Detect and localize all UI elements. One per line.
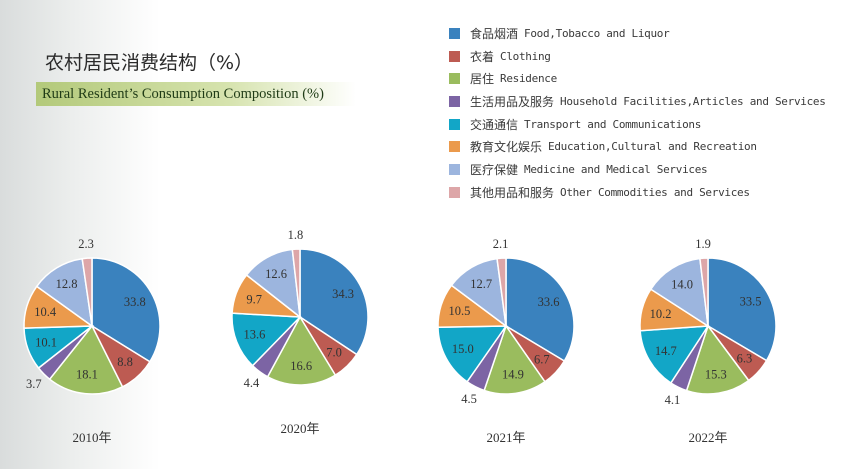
pie-slice-label: 3.7 — [26, 377, 42, 391]
pie-slice-label: 10.2 — [650, 307, 672, 321]
legend-item: 生活用品及服务 Household Facilities,Articles and… — [449, 90, 826, 113]
page-subtitle-bar: Rural Resident’s Consumption Composition… — [36, 82, 356, 106]
pie-slice-label: 2.3 — [78, 237, 94, 251]
pie-slice-label: 33.5 — [740, 295, 762, 309]
legend-swatch — [449, 50, 460, 62]
page-subtitle: Rural Resident’s Consumption Composition… — [42, 86, 324, 102]
pie-slice-label: 14.0 — [671, 278, 693, 292]
pie-slice-label: 33.8 — [124, 295, 146, 309]
pie-chart-3: 33.5 6.3 15.3 4.1 14.7 10.2 14.0 1.9 2022年 — [639, 237, 777, 445]
pie-slice — [649, 257, 709, 328]
pie-slice-label: 6.7 — [534, 352, 550, 366]
pie-year-label: 2020年 — [280, 421, 319, 436]
legend-label-cn: 交通通信 — [470, 117, 519, 132]
legend-label-en: Medicine and Medical Services — [524, 162, 708, 176]
legend-label-en: Clothing — [500, 49, 551, 63]
pie-slice — [685, 324, 750, 395]
pie-slice-label: 15.0 — [452, 342, 474, 356]
legend-label-en: Education,Cultural and Recreation — [548, 140, 757, 154]
pie-chart-1: 34.3 7.0 16.6 4.4 13.6 9.712.6 1.8 2020年 — [231, 228, 369, 436]
pie-slice-label: 12.7 — [470, 277, 492, 291]
pie-slice — [496, 257, 507, 327]
legend-item: 衣着 Clothing — [449, 45, 826, 68]
legend-swatch — [449, 141, 460, 153]
legend-item: 其他用品和服务 Other Commodities and Services — [449, 181, 826, 204]
pie-slice-label: 6.3 — [737, 352, 753, 366]
legend-label-en: Household Facilities,Articles and Servic… — [560, 94, 826, 108]
legend-swatch — [449, 27, 460, 39]
pie-slice — [483, 324, 546, 395]
pie-slice — [505, 257, 575, 363]
pie-chart-0: 33.8 8.8 18.1 3.7 10.1 10.4 12.8 2.3 2010年 — [23, 237, 161, 445]
pie-year-label: 2021年 — [486, 430, 525, 445]
page-title: 农村居民消费结构（%） — [45, 52, 254, 74]
pie-slice — [707, 257, 777, 362]
pie-slice-label: 14.7 — [655, 344, 677, 358]
pie-slice-label: 10.5 — [448, 304, 470, 318]
legend-item: 居住 Residence — [449, 67, 826, 90]
legend-label-en: Residence — [500, 72, 557, 86]
pie-slice-label: 4.1 — [665, 393, 681, 407]
legend-label-cn: 其他用品和服务 — [470, 185, 555, 200]
legend-swatch — [449, 186, 460, 198]
legend-label-cn: 教育文化娱乐 — [470, 140, 543, 155]
pie-slice-label: 2.1 — [493, 237, 509, 251]
pie-slice-label: 9.7 — [246, 293, 262, 307]
legend-swatch — [449, 163, 460, 175]
pie-slice — [437, 325, 508, 383]
legend-label-cn: 食品烟酒 — [470, 26, 519, 41]
pie-slice-label: 18.1 — [76, 368, 98, 382]
pie-slice-label: 12.8 — [56, 277, 78, 291]
pie-slice-label: 7.0 — [326, 345, 342, 359]
legend-label-cn: 生活用品及服务 — [470, 94, 555, 109]
pie-slice-label: 33.6 — [538, 295, 560, 309]
legend-item: 教育文化娱乐 Education,Cultural and Recreation — [449, 135, 826, 158]
pie-slice — [291, 248, 301, 318]
pie-slice-label: 12.6 — [265, 267, 287, 281]
legend-label-cn: 居住 — [470, 72, 495, 87]
pie-slice — [231, 312, 302, 367]
pie-chart-2: 33.6 6.7 14.9 4.5 15.0 10.512.7 2.1 2021年 — [437, 237, 575, 445]
pie-slice-label: 10.1 — [35, 336, 57, 350]
pie-slice-label: 34.3 — [332, 287, 354, 301]
legend-item: 食品烟酒 Food,Tobacco and Liquor — [449, 22, 826, 45]
pie-slice-label: 15.3 — [705, 367, 727, 381]
legend-label-cn: 衣着 — [470, 49, 495, 64]
pie-slice — [81, 257, 93, 327]
pie-slice-label: 1.9 — [695, 237, 711, 251]
pie-year-label: 2010年 — [72, 430, 111, 445]
pie-slice-label: 4.5 — [461, 392, 477, 406]
pie-slice-label: 14.9 — [502, 368, 524, 382]
pie-slice — [48, 324, 124, 395]
legend-item: 医疗保健 Medicine and Medical Services — [449, 158, 826, 181]
pie-slice — [639, 325, 710, 384]
pie-year-label: 2022年 — [688, 430, 727, 445]
legend-label-en: Transport and Communications — [524, 117, 702, 131]
legend-label-en: Other Commodities and Services — [560, 185, 750, 199]
legend-label-cn: 医疗保健 — [470, 162, 519, 177]
legend-swatch — [449, 118, 460, 130]
legend-label-en: Food,Tobacco and Liquor — [524, 26, 670, 40]
pie-slice-label: 13.6 — [243, 328, 265, 342]
pie-slice-label: 10.4 — [34, 305, 57, 319]
pie-slice-label: 8.8 — [117, 355, 133, 369]
pie-slice — [699, 257, 709, 327]
pie-slice-label: 1.8 — [288, 228, 304, 242]
pie-slice-label: 4.4 — [244, 376, 260, 390]
legend-swatch — [449, 73, 460, 85]
pie-slice — [266, 315, 337, 386]
legend-swatch — [449, 95, 460, 107]
legend-item: 交通通信 Transport and Communications — [449, 113, 826, 136]
legend: 食品烟酒 Food,Tobacco and Liquor 衣着 Clothing 居住 R… — [449, 22, 826, 204]
pie-slice-label: 16.6 — [290, 359, 312, 373]
